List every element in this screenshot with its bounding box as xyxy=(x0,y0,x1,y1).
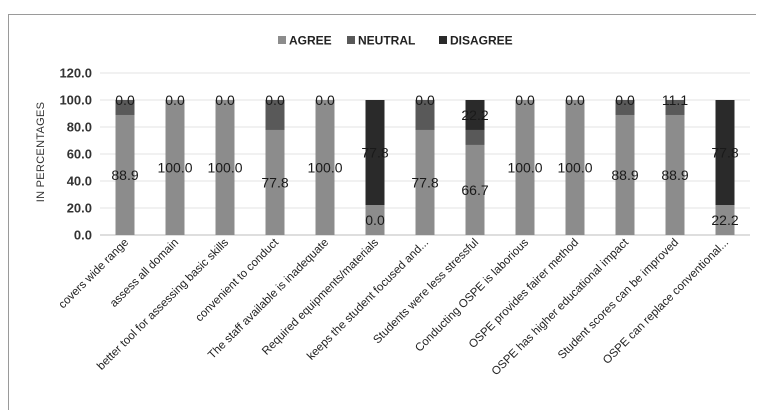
data-label-agree: 88.9 xyxy=(661,167,688,183)
bar-disagree xyxy=(365,100,385,206)
bar-agree xyxy=(365,205,385,235)
x-tick-label: OSPE provides fairer method xyxy=(467,237,581,351)
y-tick-label: 100.0 xyxy=(59,93,92,108)
y-tick-label: 40.0 xyxy=(67,174,92,189)
data-label-disagree: 77.8 xyxy=(361,145,388,161)
bar-neutral xyxy=(465,129,485,145)
data-label-disagree: 0.0 xyxy=(615,92,635,108)
legend-swatch-disagree xyxy=(439,36,447,44)
data-label-agree: 100.0 xyxy=(557,160,592,176)
bar-agree xyxy=(565,100,585,235)
data-label-disagree: 11.1 xyxy=(662,92,688,108)
y-tick-label: 80.0 xyxy=(67,120,92,135)
data-label-agree: 0.0 xyxy=(365,212,385,228)
bar-neutral xyxy=(665,100,685,115)
chart-frame xyxy=(8,14,756,410)
bar-disagree xyxy=(465,100,485,130)
data-label-agree: 100.0 xyxy=(507,160,542,176)
data-label-disagree: 0.0 xyxy=(565,92,585,108)
x-tick-label: convenient to conduct xyxy=(194,236,282,324)
data-label-agree: 100.0 xyxy=(207,160,242,176)
bar-agree xyxy=(165,100,185,235)
bar-agree xyxy=(715,205,735,235)
data-label-agree: 66.7 xyxy=(461,182,488,198)
data-label-agree: 100.0 xyxy=(307,160,342,176)
bar-agree xyxy=(465,144,485,235)
data-label-agree: 22.2 xyxy=(711,212,738,228)
legend-swatch-agree xyxy=(278,36,286,44)
legend-label-agree: AGREE xyxy=(289,34,332,48)
data-label-disagree: 0.0 xyxy=(115,92,135,108)
data-label-disagree: 0.0 xyxy=(215,92,235,108)
y-tick-label: 120.0 xyxy=(59,66,92,81)
y-axis-label: IN PERCENTAGES xyxy=(35,102,47,203)
bar-agree xyxy=(265,129,285,235)
data-label-disagree: 0.0 xyxy=(515,92,535,108)
data-labels: 88.9 0.0 100.0 0.0 100.0 0.0 77.8 0.0 100.0 0.0 0.… xyxy=(111,92,738,228)
data-label-agree: 88.9 xyxy=(611,167,638,183)
bar-neutral xyxy=(115,100,135,115)
y-tick-label: 60.0 xyxy=(67,147,92,162)
legend-label-neutral: NEUTRAL xyxy=(358,34,415,48)
legend-label-disagree: DISAGREE xyxy=(450,34,513,48)
data-label-agree: 77.8 xyxy=(261,174,288,190)
bar-agree xyxy=(415,129,435,235)
bar-agree xyxy=(115,114,135,235)
bar-agree xyxy=(515,100,535,235)
y-axis: 0.0 20.0 40.0 60.0 80.0 100.0 120.0 xyxy=(59,66,92,243)
data-label-disagree: 77.8 xyxy=(711,145,738,161)
bar-agree xyxy=(665,114,685,235)
data-label-agree: 77.8 xyxy=(411,174,438,190)
data-label-agree: 88.9 xyxy=(111,167,138,183)
y-tick-label: 20.0 xyxy=(67,201,92,216)
data-label-disagree: 0.0 xyxy=(415,92,435,108)
data-label-disagree: 0.0 xyxy=(165,92,185,108)
data-label-agree: 100.0 xyxy=(157,160,192,176)
bar-neutral xyxy=(265,100,285,130)
bar-agree xyxy=(615,114,635,235)
bar-disagree xyxy=(715,100,735,206)
bars xyxy=(115,100,735,235)
legend-swatch-neutral xyxy=(347,36,355,44)
data-label-disagree: 0.0 xyxy=(315,92,335,108)
y-tick-label: 0.0 xyxy=(74,228,92,243)
legend: AGREE NEUTRAL DISAGREE xyxy=(278,34,513,48)
data-label-disagree: 22.2 xyxy=(461,107,488,123)
bar-neutral xyxy=(615,100,635,115)
bar-agree xyxy=(215,100,235,235)
x-tick-label: Students were less stressful xyxy=(371,237,481,347)
bar-neutral xyxy=(415,100,435,130)
bar-agree xyxy=(315,100,335,235)
data-label-disagree: 0.0 xyxy=(265,92,285,108)
